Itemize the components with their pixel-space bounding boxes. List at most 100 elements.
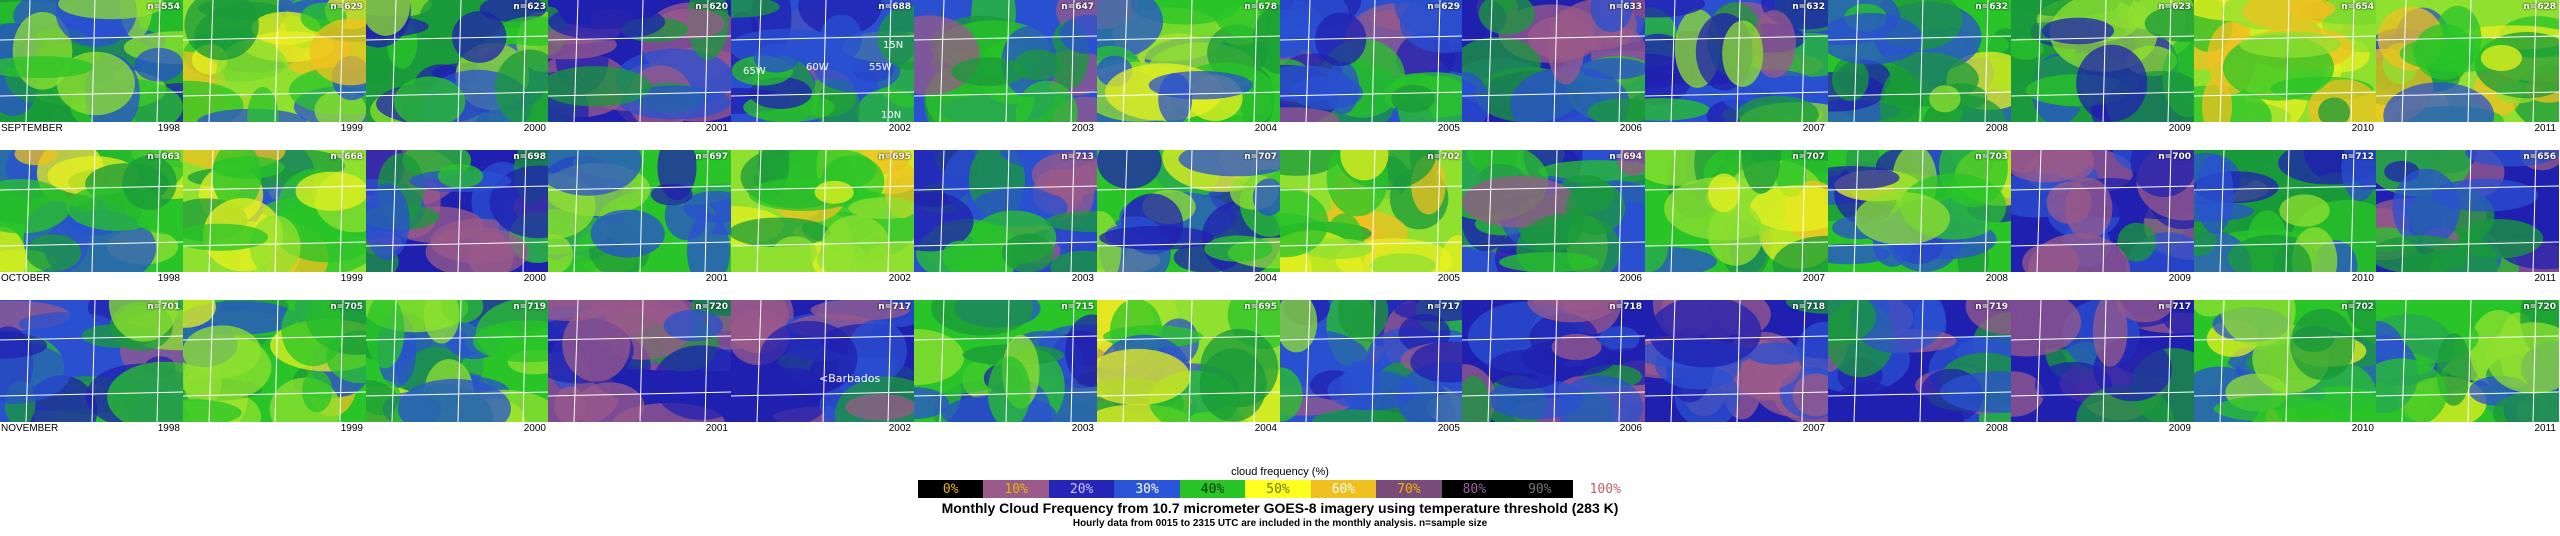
satellite-image bbox=[548, 300, 731, 422]
sample-size-label: n=712 bbox=[2341, 152, 2374, 162]
satellite-image bbox=[183, 0, 366, 122]
panel-caption: 2004 bbox=[1097, 272, 1280, 286]
year-label: 2000 bbox=[523, 123, 546, 134]
figure-subtitle: Hourly data from 0015 to 2315 UTC are in… bbox=[1072, 518, 1488, 529]
year-label: 2009 bbox=[2168, 123, 2191, 134]
satellite-image bbox=[548, 150, 731, 272]
cloud-frequency-panel: n=632 bbox=[1645, 0, 1828, 122]
sample-size-label: n=701 bbox=[147, 302, 180, 312]
coordinate-label: 15N bbox=[883, 40, 904, 51]
colorbar-swatch: 0% bbox=[918, 480, 984, 498]
colorbar-label: 20% bbox=[1069, 481, 1094, 497]
colorbar-swatch: 90% bbox=[1507, 480, 1573, 498]
panel-caption: 2000 bbox=[366, 272, 549, 286]
legend: cloud frequency (%) 0% 10% 20% 30% 40% 50% 60%… bbox=[0, 460, 2560, 536]
satellite-image bbox=[366, 300, 549, 422]
panel-caption: 2003 bbox=[914, 272, 1097, 286]
year-label: 2005 bbox=[1437, 123, 1460, 134]
cloud-frequency-panel: n=554 bbox=[0, 0, 183, 122]
sample-size-label: n=656 bbox=[2523, 152, 2556, 162]
year-label: 2008 bbox=[1985, 423, 2008, 434]
cloud-frequency-panel: n=628 bbox=[2376, 0, 2559, 122]
panel-caption: 2005 bbox=[1280, 122, 1463, 136]
panel-caption: 2003 bbox=[914, 122, 1097, 136]
sample-size-label: n=632 bbox=[1975, 2, 2008, 12]
satellite-image bbox=[1280, 300, 1463, 422]
year-label: 2004 bbox=[1254, 273, 1277, 284]
sample-size-label: n=668 bbox=[330, 152, 363, 162]
year-label: 2008 bbox=[1985, 123, 2008, 134]
colorbar: 0% 10% 20% 30% 40% 50% 60% 70% 80% 90% 100% bbox=[918, 480, 1638, 498]
satellite-image bbox=[548, 0, 731, 122]
sample-size-label: n=720 bbox=[2523, 302, 2556, 312]
satellite-image bbox=[2376, 300, 2559, 422]
sample-size-label: n=620 bbox=[695, 2, 728, 12]
panel-caption: 2011 bbox=[2376, 272, 2559, 286]
satellite-image bbox=[1280, 0, 1463, 122]
satellite-image bbox=[914, 150, 1097, 272]
year-label: 2004 bbox=[1254, 423, 1277, 434]
sample-size-label: n=705 bbox=[330, 302, 363, 312]
sample-size-label: n=720 bbox=[695, 302, 728, 312]
barbados-label: <Barbados bbox=[819, 372, 881, 385]
satellite-image bbox=[2194, 300, 2377, 422]
cloud-frequency-panel: n=713 bbox=[914, 150, 1097, 272]
panel-caption: 2002 bbox=[731, 272, 914, 286]
cloud-frequency-panel: n=695 bbox=[1097, 300, 1280, 422]
sample-size-label: n=623 bbox=[513, 2, 546, 12]
year-label: 2006 bbox=[1619, 273, 1642, 284]
year-label: 2002 bbox=[888, 423, 911, 434]
colorbar-swatch: 40% bbox=[1179, 480, 1246, 498]
colorbar-label: 30% bbox=[1135, 481, 1159, 497]
cloud-frequency-panel: n=718 bbox=[1645, 300, 1828, 422]
satellite-image bbox=[1645, 300, 1828, 422]
sample-size-label: n=678 bbox=[1244, 2, 1277, 12]
cloud-frequency-panel: n=663 bbox=[0, 150, 183, 272]
year-label: 2002 bbox=[888, 273, 911, 284]
sample-size-label: n=688 bbox=[878, 2, 911, 12]
panel-caption: 2002 bbox=[731, 422, 914, 436]
year-label: 1999 bbox=[340, 423, 363, 434]
panel-caption: 2008 bbox=[1828, 272, 2011, 286]
figure-title: Monthly Cloud Frequency from 10.7 microm… bbox=[941, 500, 1619, 516]
cloud-frequency-panel: n=720 bbox=[548, 300, 731, 422]
panel-caption: 2003 bbox=[914, 422, 1097, 436]
colorbar-swatch: 50% bbox=[1245, 480, 1311, 498]
panel-caption: 2006 bbox=[1462, 272, 1645, 286]
panel-caption: 2006 bbox=[1462, 422, 1645, 436]
panel-caption: 2000 bbox=[366, 422, 549, 436]
cloud-frequency-panel: n=629 bbox=[183, 0, 366, 122]
satellite-image bbox=[1280, 150, 1463, 272]
cloud-frequency-panel: n=656 bbox=[2376, 150, 2559, 272]
cloud-frequency-panel: n=705 bbox=[183, 300, 366, 422]
year-label: 2007 bbox=[1802, 423, 1825, 434]
satellite-image bbox=[2376, 150, 2559, 272]
colorbar-label: 70% bbox=[1397, 481, 1421, 497]
sample-size-label: n=717 bbox=[2158, 302, 2191, 312]
panel-caption: 2000 bbox=[366, 122, 549, 136]
panel-caption: 2010 bbox=[2194, 272, 2377, 286]
panel-caption: 2009 bbox=[2011, 122, 2194, 136]
panel-caption: 2006 bbox=[1462, 122, 1645, 136]
satellite-image bbox=[2194, 0, 2377, 122]
sample-size-label: n=707 bbox=[1792, 152, 1825, 162]
satellite-image bbox=[914, 300, 1097, 422]
year-label: 1998 bbox=[157, 273, 180, 284]
year-label: 2010 bbox=[2351, 273, 2374, 284]
cloud-frequency-panel: n=695 bbox=[731, 150, 914, 272]
cloud-frequency-panel: n=702 bbox=[2194, 300, 2377, 422]
legend-title: cloud frequency (%) bbox=[1231, 466, 1329, 478]
colorbar-label: 50% bbox=[1266, 481, 1290, 497]
year-label: 2003 bbox=[1071, 123, 1094, 134]
cloud-frequency-panel: n=707 bbox=[1645, 150, 1828, 272]
cloud-frequency-panel: n=703 bbox=[1828, 150, 2011, 272]
year-label: 1999 bbox=[340, 123, 363, 134]
colorbar-label: 0% bbox=[942, 481, 959, 497]
cloud-frequency-panel: n=620 bbox=[548, 0, 731, 122]
sample-size-label: n=628 bbox=[2523, 2, 2556, 12]
year-label: 2007 bbox=[1802, 123, 1825, 134]
cloud-frequency-panel: n=701 bbox=[0, 300, 183, 422]
cloud-frequency-panel: n=702 bbox=[1280, 150, 1463, 272]
sample-size-label: n=695 bbox=[1244, 302, 1277, 312]
satellite-image bbox=[2376, 0, 2559, 122]
